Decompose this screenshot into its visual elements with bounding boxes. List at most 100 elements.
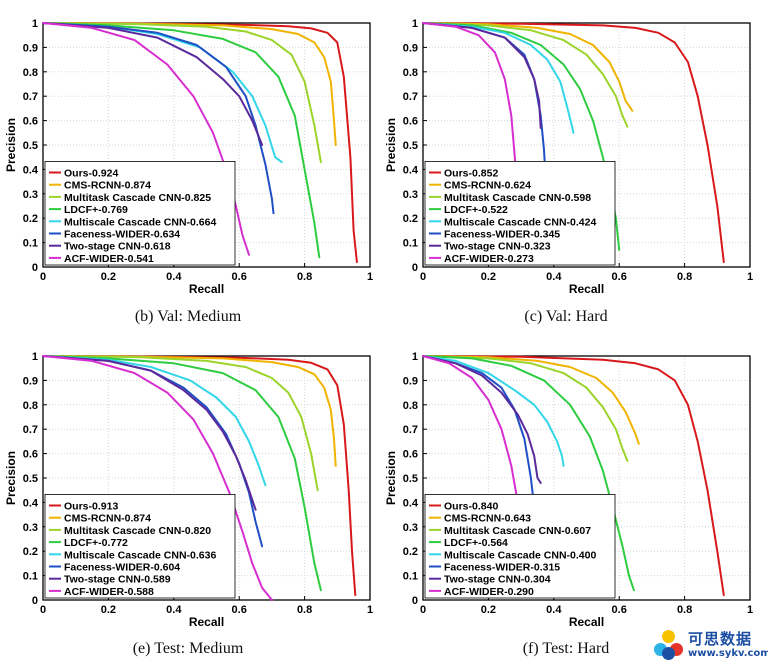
legend-entry: Multiscale Cascade CNN-0.636 bbox=[64, 549, 216, 561]
series-line bbox=[422, 355, 542, 484]
caption-test-hard: (f) Test: Hard bbox=[522, 640, 610, 657]
x-tick-label: 0.4 bbox=[166, 271, 182, 283]
x-axis-label: Recall bbox=[189, 282, 224, 296]
y-tick-label: 0.8 bbox=[403, 400, 418, 412]
y-tick-label: 0.1 bbox=[23, 571, 38, 583]
y-axis-label: Precision bbox=[4, 118, 18, 172]
legend-entry: LDCF+-0.769 bbox=[64, 204, 128, 216]
legend-entry: CMS-RCNN-0.624 bbox=[444, 180, 531, 192]
y-tick-label: 0.2 bbox=[23, 213, 38, 225]
x-tick-label: 1 bbox=[367, 604, 373, 616]
x-tick-label: 1 bbox=[747, 271, 753, 283]
y-tick-label: 1 bbox=[412, 18, 418, 30]
y-tick-label: 0.3 bbox=[403, 522, 418, 534]
legend-entry: Faceness-WIDER-0.345 bbox=[444, 229, 560, 241]
legend-entry: LDCF+-0.564 bbox=[444, 537, 508, 549]
chart-panel: 0 0.2 0.4 0.6 0.8 1 0 0.1 0.2 0.3 0.4 0.5 0.6 0.7 0.8 0… bbox=[4, 18, 373, 296]
y-tick-label: 0.2 bbox=[23, 546, 38, 558]
caption-test-medium: (e) Test: Medium bbox=[132, 640, 244, 657]
x-tick-label: 0.6 bbox=[232, 271, 247, 283]
x-tick-label: 0 bbox=[420, 604, 426, 616]
x-tick-label: 0.8 bbox=[677, 604, 692, 616]
y-tick-label: 0.2 bbox=[403, 213, 418, 225]
legend-entry: Two-stage CNN-0.618 bbox=[64, 241, 171, 253]
series-line bbox=[422, 22, 519, 195]
legend-entry: ACF-WIDER-0.290 bbox=[444, 586, 534, 598]
x-tick-label: 1 bbox=[367, 271, 373, 283]
series-line bbox=[422, 355, 629, 462]
y-tick-label: 0.1 bbox=[403, 238, 418, 250]
series-line bbox=[42, 22, 283, 164]
y-tick-label: 0.9 bbox=[403, 375, 418, 387]
series-line bbox=[42, 22, 275, 215]
y-tick-label: 0.6 bbox=[403, 116, 418, 128]
legend-entry: Multitask Cascade CNN-0.820 bbox=[64, 525, 211, 537]
legend-entry: Faceness-WIDER-0.634 bbox=[64, 229, 180, 241]
y-tick-label: 1 bbox=[412, 351, 418, 363]
watermark-url: www.sykv.com bbox=[688, 648, 768, 659]
y-tick-label: 0.3 bbox=[403, 189, 418, 201]
series-line bbox=[422, 22, 634, 112]
y-tick-label: 0.4 bbox=[403, 497, 419, 509]
legend-entry: Two-stage CNN-0.589 bbox=[64, 574, 171, 586]
y-tick-label: 0.9 bbox=[23, 375, 38, 387]
logo-dot bbox=[662, 630, 675, 643]
watermark-logo: 可思数据 www.sykv.com bbox=[654, 626, 768, 664]
y-tick-label: 0.1 bbox=[23, 238, 38, 250]
series-line bbox=[42, 355, 267, 487]
legend-entry: Two-stage CNN-0.304 bbox=[444, 574, 551, 586]
series-line bbox=[42, 22, 321, 259]
x-tick-label: 0 bbox=[40, 604, 46, 616]
y-tick-label: 0.1 bbox=[403, 571, 418, 583]
y-tick-label: 0 bbox=[412, 595, 418, 607]
y-tick-label: 0.7 bbox=[23, 91, 38, 103]
chart-panel: 0 0.2 0.4 0.6 0.8 1 0 0.1 0.2 0.3 0.4 0.5 0.6 0.7 0.8 0… bbox=[384, 18, 753, 296]
y-tick-label: 0.3 bbox=[23, 522, 38, 534]
chart-panel: 0 0.2 0.4 0.6 0.8 1 0 0.1 0.2 0.3 0.4 0.5 0.6 0.7 0.8 0… bbox=[384, 351, 753, 629]
legend-entry: Multiscale Cascade CNN-0.424 bbox=[444, 216, 596, 228]
legend-entry: CMS-RCNN-0.874 bbox=[64, 513, 151, 525]
x-tick-label: 0.2 bbox=[481, 271, 496, 283]
legend-entry: LDCF+-0.522 bbox=[444, 204, 508, 216]
y-tick-label: 0.6 bbox=[23, 449, 38, 461]
series-line bbox=[422, 355, 635, 592]
x-tick-label: 0 bbox=[40, 271, 46, 283]
legend-box bbox=[424, 493, 616, 599]
x-tick-label: 0.2 bbox=[101, 271, 116, 283]
x-axis-label: Recall bbox=[569, 615, 604, 629]
legend-entry: Faceness-WIDER-0.315 bbox=[444, 562, 560, 574]
y-tick-label: 0 bbox=[412, 262, 418, 274]
logo-dots-icon bbox=[654, 630, 684, 660]
series-line bbox=[42, 355, 319, 492]
legend-entry: Multitask Cascade CNN-0.607 bbox=[444, 525, 591, 537]
y-tick-label: 0 bbox=[32, 262, 38, 274]
y-tick-label: 0.9 bbox=[23, 42, 38, 54]
y-tick-label: 0.5 bbox=[23, 140, 38, 152]
series-line bbox=[422, 355, 565, 467]
series-line bbox=[422, 22, 575, 134]
y-tick-label: 0.9 bbox=[403, 42, 418, 54]
y-tick-label: 0.2 bbox=[403, 546, 418, 558]
x-tick-label: 1 bbox=[747, 604, 753, 616]
y-tick-label: 0.4 bbox=[403, 164, 419, 176]
y-tick-label: 0.4 bbox=[23, 497, 39, 509]
legend-entry: CMS-RCNN-0.643 bbox=[444, 513, 531, 525]
x-tick-label: 0.4 bbox=[546, 271, 562, 283]
y-tick-label: 0.8 bbox=[23, 400, 38, 412]
series-line bbox=[42, 22, 250, 256]
legend-entry: Ours-0.840 bbox=[444, 501, 498, 513]
x-tick-label: 0.6 bbox=[612, 604, 627, 616]
legend-entry: Two-stage CNN-0.323 bbox=[444, 241, 551, 253]
series-line bbox=[42, 22, 264, 146]
series-line bbox=[422, 22, 547, 178]
y-tick-label: 0.8 bbox=[23, 67, 38, 79]
logo-dot bbox=[662, 647, 675, 660]
series-line bbox=[422, 22, 542, 129]
legend-entry: Multitask Cascade CNN-0.598 bbox=[444, 192, 591, 204]
legend-box bbox=[44, 160, 236, 266]
series-line bbox=[42, 22, 337, 146]
y-tick-label: 0.6 bbox=[23, 116, 38, 128]
chart-panel: 0 0.2 0.4 0.6 0.8 1 0 0.1 0.2 0.3 0.4 0.5 0.6 0.7 0.8 0… bbox=[4, 351, 373, 629]
legend-entry: ACF-WIDER-0.273 bbox=[444, 253, 534, 265]
